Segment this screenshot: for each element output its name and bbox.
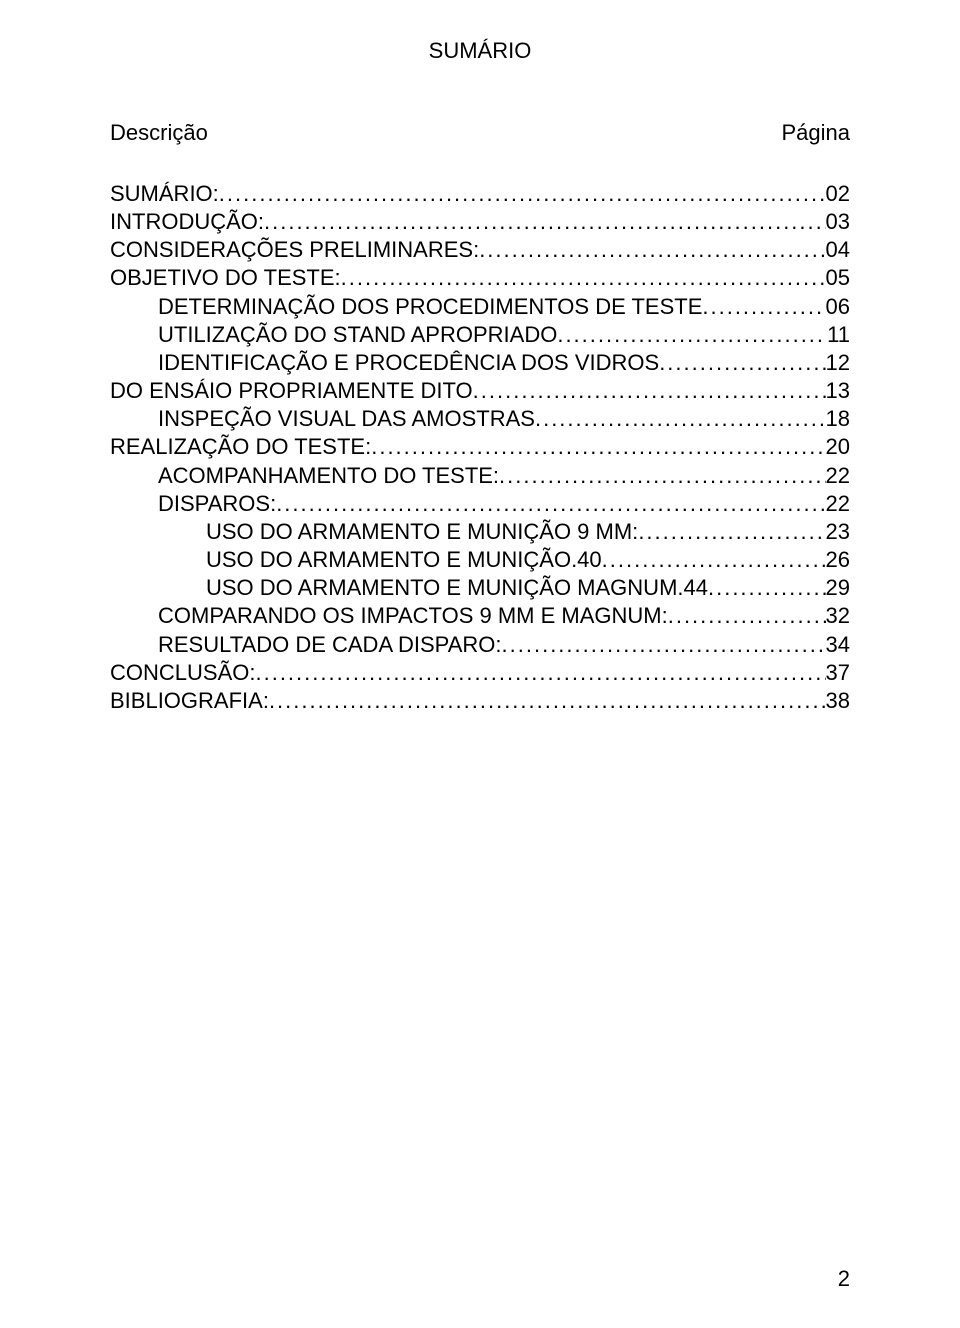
toc-entry: UTILIZAÇÃO DO STAND APROPRIADO 11	[110, 321, 850, 349]
toc-entry-label: RESULTADO DE CADA DISPARO:	[158, 631, 502, 659]
toc-entry-page: 02	[826, 180, 850, 208]
toc-entry: SUMÁRIO: 02	[110, 180, 850, 208]
toc-entry-page: 38	[826, 687, 850, 715]
toc-entry-label: SUMÁRIO:	[110, 180, 219, 208]
toc-entry: REALIZAÇÃO DO TESTE: 20	[110, 433, 850, 461]
toc-entry-dots	[702, 293, 825, 321]
toc-entry: INSPEÇÃO VISUAL DAS AMOSTRAS 18	[110, 405, 850, 433]
toc-entry-dots	[269, 687, 826, 715]
toc-entry-dots	[502, 631, 826, 659]
toc-entry: CONCLUSÃO: 37	[110, 659, 850, 687]
toc-entry-label: CONCLUSÃO:	[110, 659, 255, 687]
toc-entry-label: DETERMINAÇÃO DOS PROCEDIMENTOS DE TESTE	[158, 293, 702, 321]
toc-entry-label: IDENTIFICAÇÃO E PROCEDÊNCIA DOS VIDROS	[158, 349, 659, 377]
toc-entry-label: UTILIZAÇÃO DO STAND APROPRIADO	[158, 321, 557, 349]
toc-entry-page: 23	[826, 518, 850, 546]
toc-entry: USO DO ARMAMENTO E MUNIÇÃO 9 MM: 23	[110, 518, 850, 546]
toc-entry-dots	[638, 518, 825, 546]
toc-entry-label: CONSIDERAÇÕES PRELIMINARES:	[110, 236, 479, 264]
toc-entry-dots	[602, 546, 826, 574]
toc-entry: OBJETIVO DO TESTE: 05	[110, 264, 850, 292]
toc-entry: INTRODUÇÃO: 03	[110, 208, 850, 236]
toc-entry: USO DO ARMAMENTO E MUNIÇÃO MAGNUM.44 29	[110, 574, 850, 602]
toc-entry-dots	[659, 349, 825, 377]
toc-entry-page: 11	[827, 321, 850, 349]
toc-entry-dots	[557, 321, 827, 349]
toc-entry-page: 04	[826, 236, 850, 264]
toc-header: Descrição Página	[110, 120, 850, 146]
toc-entry-label: USO DO ARMAMENTO E MUNIÇÃO 9 MM:	[206, 518, 638, 546]
toc-entry-page: 03	[826, 208, 850, 236]
toc-entry-dots	[219, 180, 826, 208]
toc-entry-page: 26	[826, 546, 850, 574]
toc-entry-label: DO ENSÁIO PROPRIAMENTE DITO	[110, 377, 473, 405]
toc-entry-dots	[668, 602, 826, 630]
toc-entry-page: 22	[826, 490, 850, 518]
page-title: SUMÁRIO	[110, 38, 850, 64]
toc-entry: DO ENSÁIO PROPRIAMENTE DITO 13	[110, 377, 850, 405]
toc-entry-dots	[708, 574, 826, 602]
toc-entry-page: 05	[826, 264, 850, 292]
toc-entry-label: USO DO ARMAMENTO E MUNIÇÃO.40	[206, 546, 602, 574]
toc-entry-dots	[341, 264, 826, 292]
toc-entry-page: 06	[826, 293, 850, 321]
toc-entry-label: OBJETIVO DO TESTE:	[110, 264, 341, 292]
toc-entry-dots	[479, 236, 825, 264]
toc-entry-dots	[499, 462, 825, 490]
toc-entry-label: INTRODUÇÃO:	[110, 208, 264, 236]
toc-entry-dots	[264, 208, 826, 236]
toc-entry-page: 12	[826, 349, 850, 377]
toc-entry-dots	[276, 490, 825, 518]
toc-entry-label: INSPEÇÃO VISUAL DAS AMOSTRAS	[158, 405, 535, 433]
toc-entry: DISPAROS: 22	[110, 490, 850, 518]
toc-entry: RESULTADO DE CADA DISPARO: 34	[110, 631, 850, 659]
toc-entry-dots	[371, 433, 825, 461]
header-right: Página	[781, 120, 850, 146]
toc-entry-page: 13	[826, 377, 850, 405]
toc-entry: DETERMINAÇÃO DOS PROCEDIMENTOS DE TESTE 0…	[110, 293, 850, 321]
toc-entry-dots	[473, 377, 826, 405]
toc-entry: USO DO ARMAMENTO E MUNIÇÃO.40 26	[110, 546, 850, 574]
toc-entry-page: 29	[826, 574, 850, 602]
toc-entry: BIBLIOGRAFIA: 38	[110, 687, 850, 715]
toc-entry-label: REALIZAÇÃO DO TESTE:	[110, 433, 371, 461]
toc-entry-label: DISPAROS:	[158, 490, 276, 518]
toc-entry-dots	[535, 405, 826, 433]
toc-entry-label: USO DO ARMAMENTO E MUNIÇÃO MAGNUM.44	[206, 574, 708, 602]
toc-entry: IDENTIFICAÇÃO E PROCEDÊNCIA DOS VIDROS 12	[110, 349, 850, 377]
toc-entry-label: BIBLIOGRAFIA:	[110, 687, 269, 715]
toc-entry-page: 37	[826, 659, 850, 687]
toc-entry: CONSIDERAÇÕES PRELIMINARES: 04	[110, 236, 850, 264]
toc-entry-label: ACOMPANHAMENTO DO TESTE:	[158, 462, 499, 490]
table-of-contents: SUMÁRIO:02INTRODUÇÃO:03CONSIDERAÇÕES PRE…	[110, 180, 850, 715]
document-page: SUMÁRIO Descrição Página SUMÁRIO:02INTRO…	[0, 0, 960, 1328]
toc-entry-page: 20	[826, 433, 850, 461]
page-number: 2	[838, 1266, 850, 1292]
toc-entry-page: 32	[826, 602, 850, 630]
header-left: Descrição	[110, 120, 208, 146]
toc-entry-page: 22	[826, 462, 850, 490]
toc-entry: ACOMPANHAMENTO DO TESTE: 22	[110, 462, 850, 490]
toc-entry-label: COMPARANDO OS IMPACTOS 9 MM E MAGNUM:	[158, 602, 668, 630]
toc-entry: COMPARANDO OS IMPACTOS 9 MM E MAGNUM: 32	[110, 602, 850, 630]
toc-entry-page: 34	[826, 631, 850, 659]
toc-entry-page: 18	[826, 405, 850, 433]
toc-entry-dots	[255, 659, 825, 687]
